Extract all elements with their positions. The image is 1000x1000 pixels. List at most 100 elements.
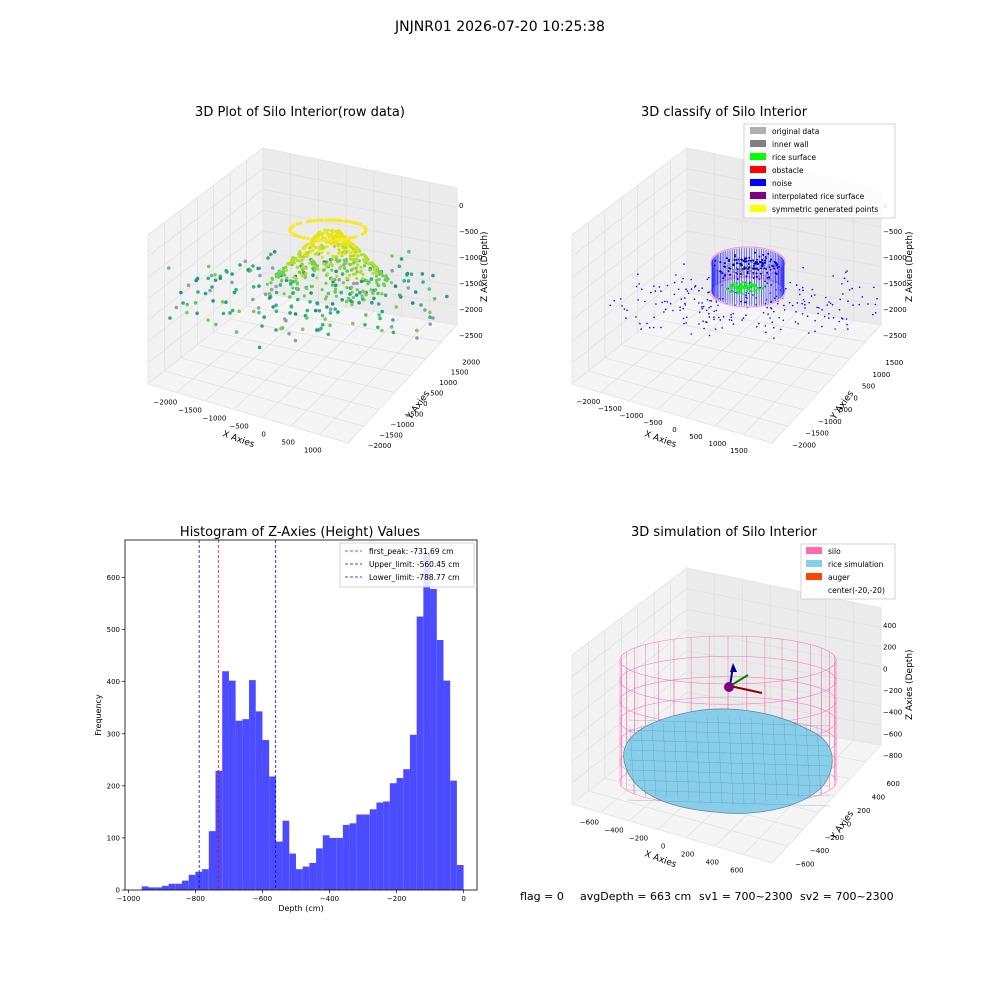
noise-point: [772, 265, 775, 268]
noise-point: [728, 319, 731, 321]
noise-point: [845, 271, 847, 274]
data-point: [271, 277, 275, 281]
rice-simulation-surface: [623, 708, 833, 814]
noise-point: [752, 271, 755, 274]
data-point: [346, 276, 350, 281]
noise-point: [714, 328, 717, 331]
data-point: [257, 345, 262, 350]
grid-line: [670, 305, 866, 343]
noise-point: [783, 304, 785, 307]
grid-line: [164, 370, 364, 427]
grid-line: [686, 609, 882, 648]
noise-point: [730, 319, 733, 322]
noise-point: [626, 309, 628, 312]
data-point: [297, 259, 302, 263]
grid-line: [180, 357, 380, 410]
noise-point: [763, 261, 766, 264]
noise-point: [845, 318, 848, 320]
noise-point: [733, 259, 736, 261]
data-point: [269, 287, 274, 292]
noise-point: [673, 281, 676, 284]
data-point: [315, 276, 319, 280]
data-point: [337, 251, 341, 255]
noise-point: [677, 288, 680, 291]
data-point: [415, 328, 419, 333]
data-point: [238, 263, 242, 267]
z-tick-label: −600: [883, 730, 902, 738]
data-point: [269, 252, 273, 257]
rice-mesh-line: [783, 721, 789, 800]
data-point: [406, 286, 411, 290]
noise-point: [719, 319, 722, 321]
original-data-point: [752, 273, 755, 276]
rice-mesh-line: [739, 716, 745, 804]
data-point: [386, 277, 390, 281]
data-point: [335, 274, 339, 278]
rice-surface-point: [746, 288, 749, 291]
rice-mesh-line: [627, 779, 831, 787]
noise-point: [782, 319, 785, 322]
noise-point: [669, 302, 672, 305]
grid-line: [290, 315, 402, 427]
noise-point: [710, 305, 712, 308]
legend-label: auger: [828, 573, 851, 582]
noise-point: [710, 300, 713, 302]
noise-point: [754, 251, 756, 254]
noise-point: [802, 266, 804, 269]
data-point: [305, 254, 309, 258]
data-point: [330, 257, 334, 261]
data-point: [256, 306, 261, 310]
legend-swatch: [750, 127, 766, 134]
noise-point: [802, 289, 804, 292]
data-point: [213, 273, 217, 277]
noise-point: [702, 320, 704, 323]
data-point: [333, 287, 338, 291]
legend-label: Upper_limit: -560.45 cm: [369, 560, 460, 569]
noise-point: [693, 298, 696, 301]
data-point: [224, 300, 228, 305]
data-point: [234, 330, 239, 334]
data-point: [369, 277, 374, 281]
data-point: [312, 269, 316, 273]
noise-point: [666, 284, 669, 287]
noise-point: [644, 300, 646, 303]
data-point: [383, 293, 388, 298]
noise-point: [684, 304, 686, 306]
data-point: [397, 264, 402, 269]
histogram-bar: [369, 809, 377, 890]
noise-point: [847, 300, 849, 303]
x-tick-label: −1000: [203, 414, 227, 422]
data-point: [166, 266, 171, 270]
x-tick-label: 500: [282, 438, 295, 446]
noise-point: [778, 316, 780, 319]
data-point: [340, 219, 344, 223]
data-point: [393, 284, 398, 289]
noise-point: [743, 266, 746, 269]
noise-point: [861, 296, 864, 298]
histogram-bar: [141, 886, 149, 890]
data-point: [284, 318, 288, 323]
noise-point: [702, 305, 705, 308]
noise-point: [766, 271, 769, 274]
noise-point: [773, 260, 776, 263]
data-point: [274, 284, 278, 289]
rice-surface-point: [762, 284, 765, 288]
data-point: [359, 265, 363, 269]
noise-point: [769, 260, 772, 263]
rice-mesh-line: [627, 729, 831, 737]
data-point: [370, 300, 374, 305]
data-point: [352, 281, 356, 286]
noise-point: [755, 272, 758, 275]
histogram-bar: [456, 865, 464, 890]
data-point: [339, 290, 344, 295]
data-point: [291, 286, 295, 290]
rice-mesh-line: [627, 759, 831, 767]
x-tick-label: −400: [604, 826, 623, 834]
noise-point: [745, 294, 747, 296]
data-point: [334, 238, 338, 242]
histogram-bar: [409, 734, 417, 890]
data-point: [351, 272, 355, 276]
legend-label: silo: [828, 547, 841, 556]
rice-mesh-line: [794, 722, 800, 798]
